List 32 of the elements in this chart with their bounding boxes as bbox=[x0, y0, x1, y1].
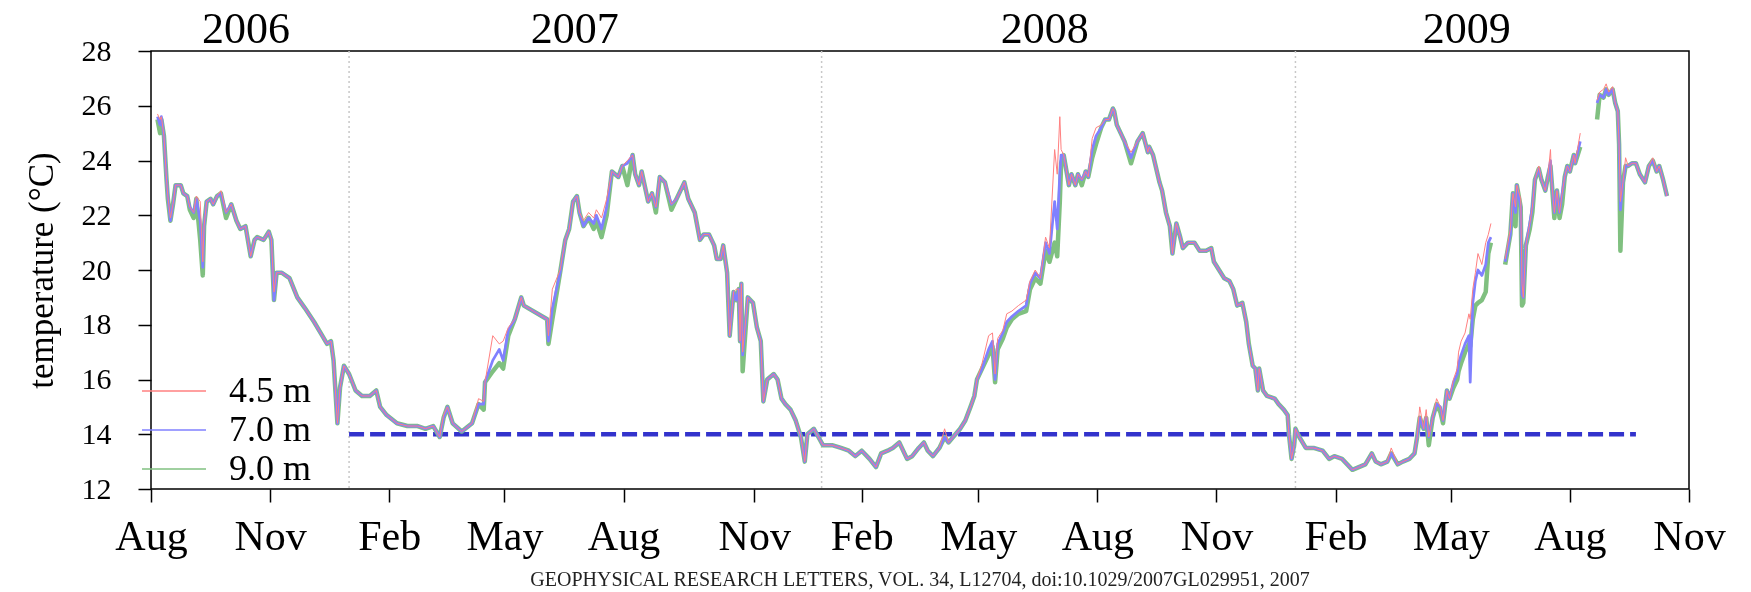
x-tick-label: Feb bbox=[358, 512, 422, 559]
x-tick-label: May bbox=[466, 512, 544, 559]
legend-label: 7.0 m bbox=[229, 409, 312, 449]
x-tick-label: Feb bbox=[830, 512, 894, 559]
x2-tick-label: 2008 bbox=[1000, 3, 1089, 53]
x-tick-label: Aug bbox=[587, 512, 661, 559]
x2-tick-label: 2006 bbox=[202, 3, 291, 53]
text: GEOPHYSICAL RESEARCH LETTERS, VOL. 34, L12704, doi:10.1029/2007GL029951, 2007 bbox=[530, 568, 1310, 590]
y-tick-label: 26 bbox=[81, 88, 112, 122]
x2-tick-label: 2007 bbox=[530, 3, 619, 53]
y-tick-label: 22 bbox=[81, 197, 112, 231]
x2-tick-label: 2009 bbox=[1422, 3, 1511, 53]
y-tick-label: 14 bbox=[81, 416, 112, 450]
x-tick-label: Nov bbox=[1653, 512, 1726, 559]
legend-label: 9.0 m bbox=[229, 448, 312, 488]
x-tick-label: May bbox=[940, 512, 1018, 559]
y-tick-label: 24 bbox=[81, 143, 112, 176]
legend-label: 4.5 m bbox=[229, 370, 312, 410]
y-tick-label: 18 bbox=[81, 307, 112, 341]
x-tick-label: Aug bbox=[1061, 512, 1135, 559]
y-tick-label: 12 bbox=[81, 471, 112, 505]
x-tick-label: May bbox=[1412, 512, 1490, 559]
x-tick-label: Aug bbox=[115, 512, 188, 559]
x-tick-label: Nov bbox=[718, 512, 791, 559]
x-tick-label: Aug bbox=[1534, 512, 1607, 559]
y-tick-label: 16 bbox=[81, 362, 112, 395]
x-tick-label: Feb bbox=[1304, 512, 1368, 559]
y-tick-label: 28 bbox=[81, 33, 112, 67]
x-tick-label: Nov bbox=[234, 512, 307, 559]
y-tick-label: 20 bbox=[81, 252, 112, 286]
y-axis-title: temperature (°C) bbox=[21, 152, 61, 389]
x-tick-label: Nov bbox=[1180, 512, 1254, 559]
